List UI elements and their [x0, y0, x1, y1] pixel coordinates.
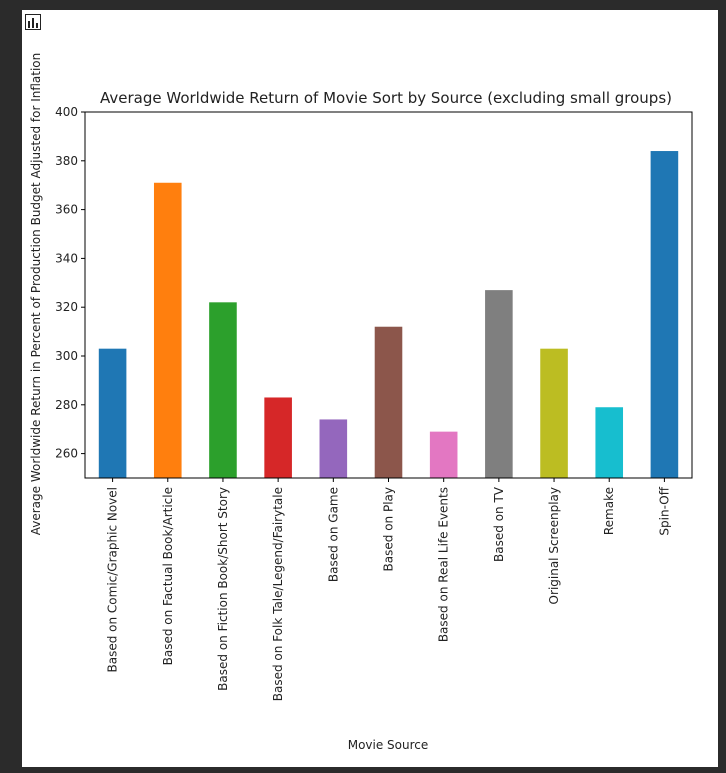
x-tick-label: Spin-Off — [657, 486, 671, 535]
bar-2 — [209, 302, 237, 478]
x-axis-label: Movie Source — [348, 738, 429, 752]
y-tick-label: 400 — [55, 105, 78, 119]
bar-10 — [650, 151, 679, 479]
bar-3 — [264, 397, 292, 478]
x-tick-label: Based on Comic/Graphic Novel — [106, 487, 120, 673]
bar-9 — [595, 407, 624, 478]
y-axis-ticks: 260 280 300 320 340 360 380 400 — [55, 105, 85, 461]
y-tick-label: 340 — [55, 251, 78, 265]
x-tick-label: Based on Play — [382, 487, 396, 571]
x-axis-ticks: Based on Comic/Graphic Novel Based on Fac… — [106, 478, 671, 701]
bar-chart-icon[interactable] — [25, 14, 41, 30]
bar-8 — [540, 348, 568, 478]
plot-area-frame — [84, 111, 693, 479]
bar-4 — [319, 419, 348, 478]
x-tick-label: Based on Game — [326, 487, 340, 582]
y-tick-label: 320 — [55, 300, 78, 314]
y-axis-label: Average Worldwide Return in Percent of P… — [29, 53, 43, 536]
x-tick-label: Original Screenplay — [547, 487, 561, 604]
bar-7 — [485, 290, 513, 478]
x-tick-label: Based on TV — [492, 486, 506, 562]
bar-6 — [429, 431, 458, 478]
y-tick-label: 380 — [55, 154, 78, 168]
bar-1 — [153, 182, 182, 478]
x-tick-label: Remake — [602, 487, 616, 535]
y-tick-label: 260 — [55, 447, 78, 461]
chart-title: Average Worldwide Return of Movie Sort b… — [100, 89, 672, 107]
bars-group — [98, 151, 679, 479]
x-tick-label: Based on Fiction Book/Short Story — [216, 487, 230, 691]
bar-0 — [98, 348, 127, 478]
x-tick-label: Based on Folk Tale/Legend/Fairytale — [271, 487, 285, 701]
x-tick-label: Based on Factual Book/Article — [161, 487, 175, 665]
bar-5 — [374, 326, 403, 478]
x-tick-label: Based on Real Life Events — [437, 487, 451, 642]
y-tick-label: 280 — [55, 398, 78, 412]
y-tick-label: 360 — [55, 203, 78, 217]
y-tick-label: 300 — [55, 349, 78, 363]
